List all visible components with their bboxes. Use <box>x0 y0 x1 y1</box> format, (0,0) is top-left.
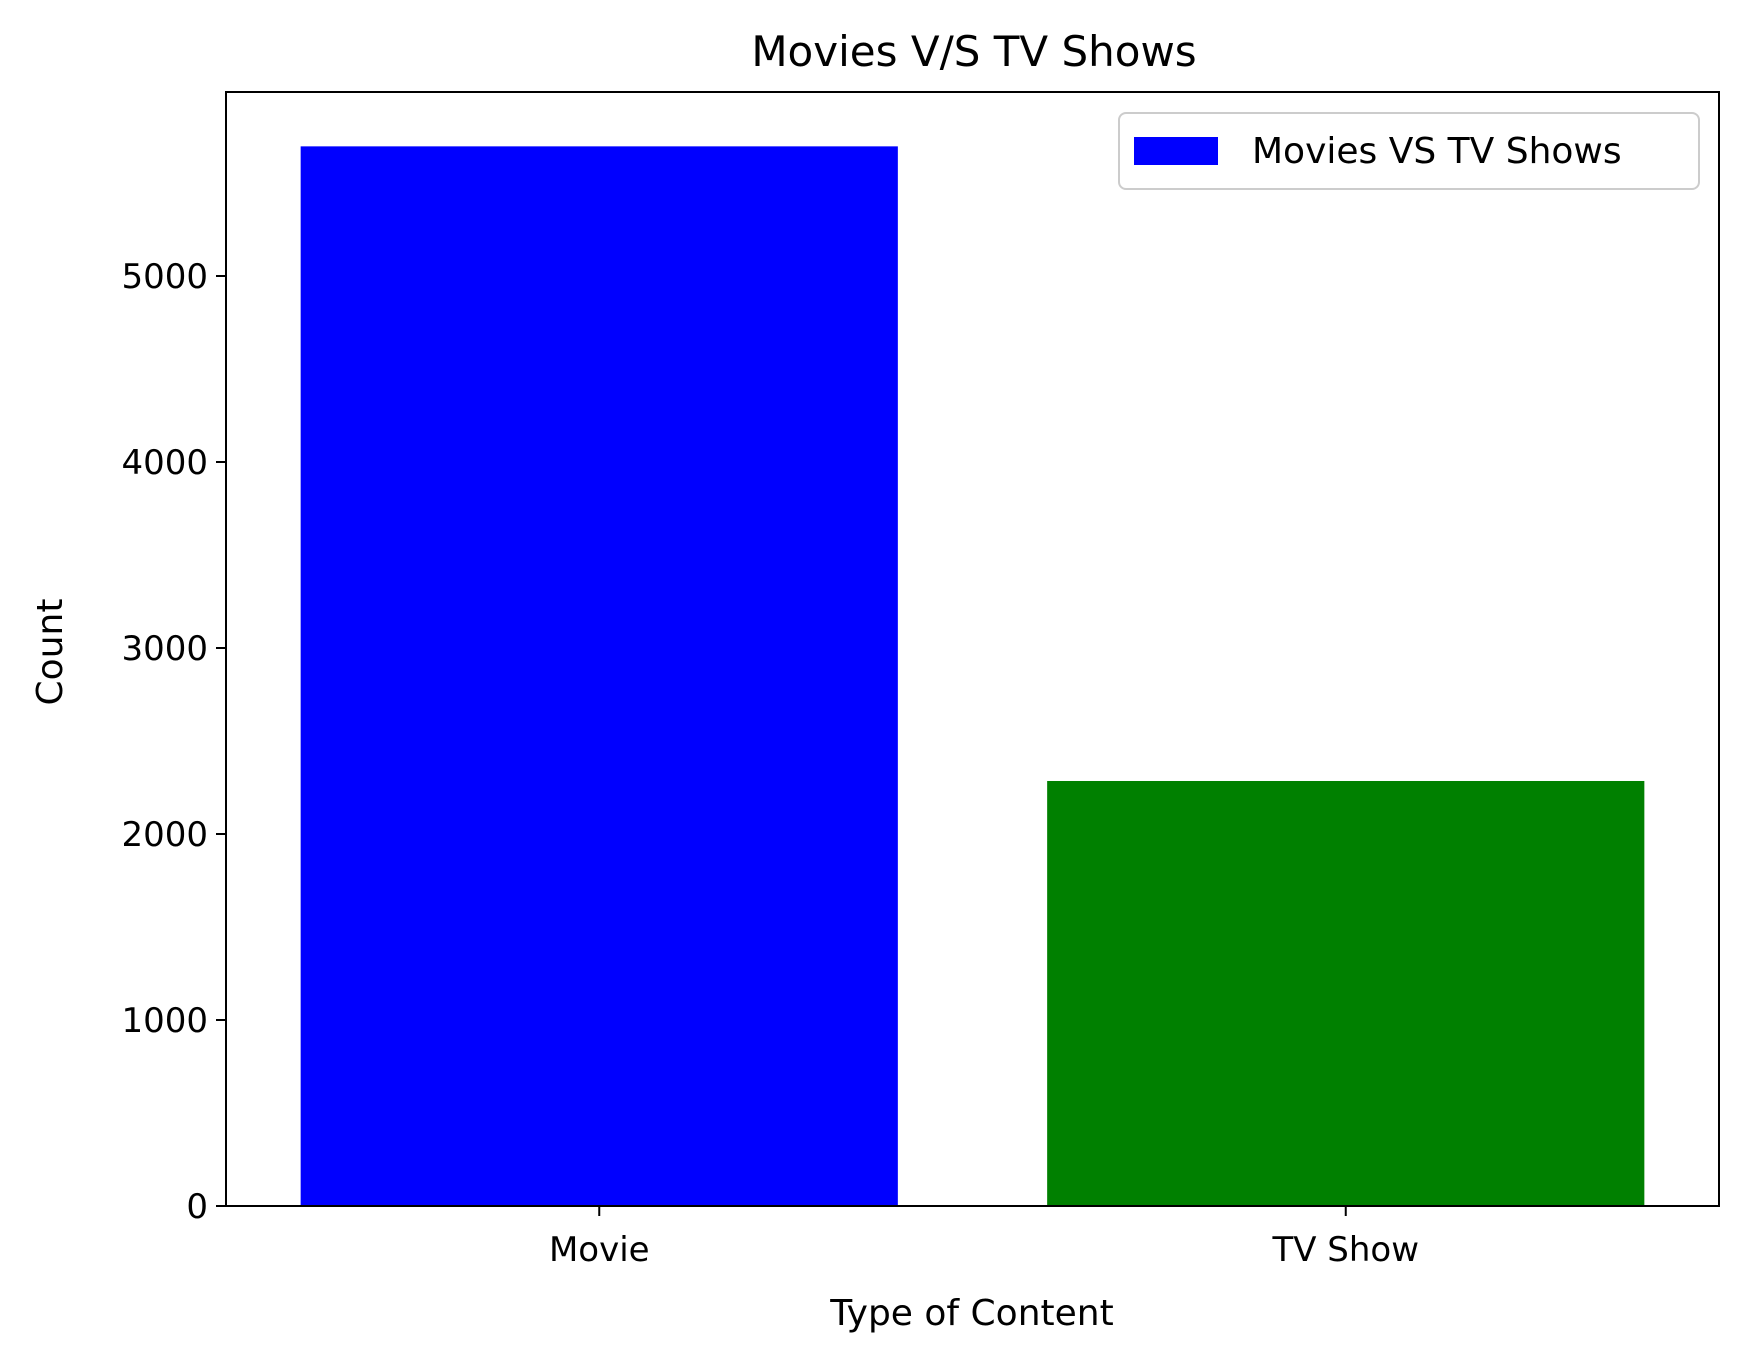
x-tick-label: Movie <box>549 1230 650 1270</box>
x-axis-title: Type of Content <box>829 1293 1113 1334</box>
bars-layer <box>300 146 1645 1206</box>
y-tick-label: 1000 <box>121 1001 208 1041</box>
bar-movie <box>300 146 898 1206</box>
y-axis-title: Count <box>30 599 71 706</box>
legend-box <box>1118 112 1700 190</box>
x-tick-label: TV Show <box>1271 1230 1419 1270</box>
y-tick-label: 3000 <box>121 629 208 669</box>
chart-title: Movies V/S TV Shows <box>751 27 1196 76</box>
bar-tv-show <box>1047 780 1645 1206</box>
y-tick-label: 0 <box>186 1187 208 1227</box>
y-axis: 0 1000 2000 3000 4000 5000 <box>121 257 226 1227</box>
plot-frame <box>225 91 1720 1207</box>
legend: Movies VS TV Shows <box>1118 112 1700 190</box>
legend-label: Movies VS TV Shows <box>1252 131 1622 172</box>
legend-swatch <box>1134 137 1218 165</box>
y-tick-label: 2000 <box>121 815 208 855</box>
x-axis: Movie TV Show <box>549 1206 1419 1270</box>
y-tick-label: 4000 <box>121 443 208 483</box>
y-tick-label: 5000 <box>121 257 208 297</box>
